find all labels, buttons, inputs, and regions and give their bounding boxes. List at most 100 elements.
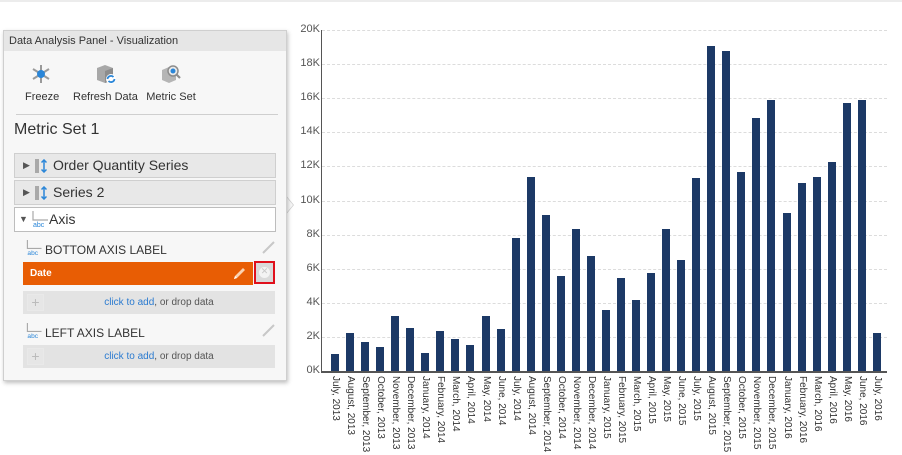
expand-arrow-icon: ▶ (23, 160, 30, 170)
bar[interactable] (662, 229, 670, 371)
edit-bottom-axis-pencil-icon[interactable] (260, 239, 276, 255)
x-tick-label: September, 2015 (721, 376, 732, 453)
bar[interactable] (767, 100, 775, 371)
bar[interactable] (798, 183, 806, 371)
bar[interactable] (873, 333, 881, 371)
x-tick-label: February, 2014 (435, 376, 446, 444)
bar[interactable] (737, 172, 745, 371)
x-tick-label: December, 2013 (405, 376, 416, 450)
x-tick-label: May, 2014 (481, 376, 492, 422)
bar[interactable] (406, 328, 414, 371)
bar[interactable] (466, 345, 474, 371)
x-tick-label: December, 2014 (586, 376, 597, 450)
bar[interactable] (391, 316, 399, 371)
bar[interactable] (497, 329, 505, 371)
bar[interactable] (361, 342, 369, 371)
bar[interactable] (512, 238, 520, 371)
bar[interactable] (331, 354, 339, 371)
pencil-icon[interactable] (231, 266, 247, 282)
y-tick-label: 8K (306, 228, 320, 240)
plus-icon: + (27, 294, 44, 311)
bar[interactable] (451, 339, 459, 371)
bar[interactable] (436, 331, 444, 371)
y-axis (321, 30, 322, 372)
bar[interactable] (722, 51, 730, 371)
y-tick-label: 18K (300, 57, 320, 69)
bar[interactable] (572, 229, 580, 371)
close-circle-icon: ✕ (259, 267, 270, 278)
bar[interactable] (843, 103, 851, 371)
section-series-2[interactable]: ▶ Series 2 (14, 180, 276, 205)
x-tick-label: October, 2015 (736, 376, 747, 439)
y-tick-label: 20K (300, 23, 320, 35)
bar[interactable] (752, 118, 760, 371)
x-tick-label: April, 2015 (646, 376, 657, 424)
remove-date-button[interactable]: ✕ (254, 261, 275, 284)
x-tick-label: March, 2014 (450, 376, 461, 432)
section-axis[interactable]: ▼ abc Axis (14, 207, 276, 232)
axis-abc-icon: abc (32, 211, 48, 228)
x-tick-label: July, 2016 (872, 376, 883, 421)
x-tick-label: October, 2014 (556, 376, 567, 439)
x-tick-label: June, 2015 (676, 376, 687, 426)
x-tick-label: February, 2016 (797, 376, 808, 444)
bar[interactable] (346, 333, 354, 371)
gridline (322, 64, 887, 65)
y-tick-label: 4K (306, 296, 320, 308)
collapse-arrow-icon: ▼ (19, 214, 28, 224)
left-axis-drop-zone[interactable]: + click to add, or drop data (23, 345, 275, 368)
top-border (0, 0, 902, 2)
bar[interactable] (527, 177, 535, 371)
x-tick-label: July, 2014 (511, 376, 522, 421)
click-to-add-link[interactable]: click to add (104, 351, 155, 362)
bar[interactable] (421, 353, 429, 371)
bar[interactable] (828, 162, 836, 371)
bar[interactable] (692, 178, 700, 371)
x-tick-label: January, 2014 (420, 376, 431, 439)
gridline (322, 132, 887, 133)
bar[interactable] (602, 310, 610, 371)
metric-set-title: Metric Set 1 (14, 121, 100, 138)
bar[interactable] (376, 347, 384, 371)
x-tick-label: May, 2016 (842, 376, 853, 422)
x-tick-label: November, 2015 (751, 376, 762, 450)
x-axis (321, 371, 887, 373)
freeze-button[interactable]: Freeze (25, 63, 59, 103)
axis-abc-icon: abc (26, 240, 42, 256)
svg-text:abc: abc (27, 250, 38, 256)
bar[interactable] (587, 256, 595, 371)
bar[interactable] (707, 46, 715, 371)
metric-set-button[interactable]: Metric Set (145, 63, 197, 103)
bar[interactable] (783, 213, 791, 371)
x-tick-label: July, 2013 (330, 376, 341, 421)
x-tick-label: June, 2016 (857, 376, 868, 426)
x-tick-label: November, 2014 (571, 376, 582, 450)
bottom-axis-drop-zone[interactable]: + click to add, or drop data (23, 291, 275, 314)
gridline (322, 98, 887, 99)
gridline (322, 303, 887, 304)
bar[interactable] (482, 316, 490, 371)
bar[interactable] (858, 100, 866, 371)
click-to-add-link[interactable]: click to add (104, 297, 155, 308)
bar[interactable] (677, 260, 685, 371)
edit-left-axis-pencil-icon[interactable] (260, 322, 276, 338)
bar[interactable] (557, 276, 565, 371)
refresh-data-button[interactable]: Refresh Data (73, 63, 138, 103)
x-tick-label: April, 2016 (827, 376, 838, 424)
series-icon (35, 186, 47, 200)
x-tick-label: June, 2014 (496, 376, 507, 426)
bar[interactable] (617, 278, 625, 371)
y-tick-label: 2K (306, 330, 320, 342)
bar[interactable] (647, 273, 655, 371)
x-tick-label: November, 2013 (390, 376, 401, 450)
bar[interactable] (813, 177, 821, 371)
bar[interactable] (542, 215, 550, 371)
gridline (322, 201, 887, 202)
x-tick-label: July, 2015 (691, 376, 702, 421)
x-tick-label: August, 2013 (345, 376, 356, 435)
y-tick-label: 6K (306, 262, 320, 274)
bar[interactable] (632, 300, 640, 371)
date-field-pill[interactable]: Date (23, 262, 253, 285)
section-order-quantity-series[interactable]: ▶ Order Quantity Series (14, 153, 276, 178)
